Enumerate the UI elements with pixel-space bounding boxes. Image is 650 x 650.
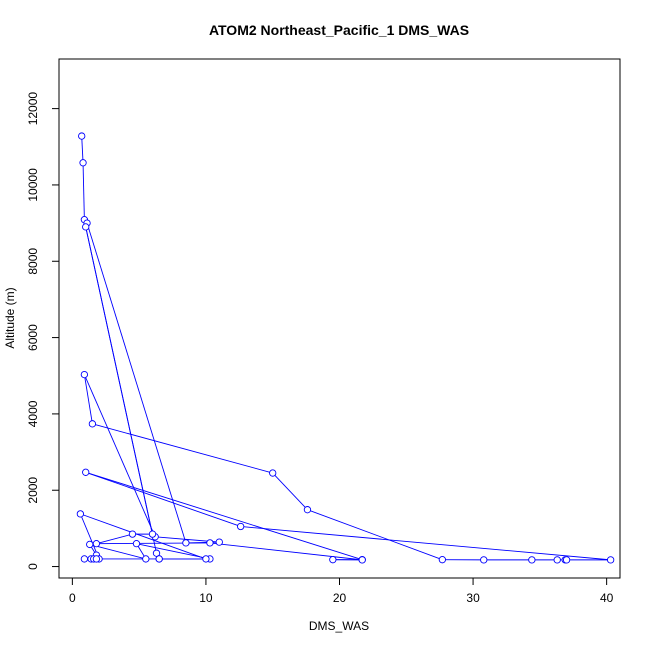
data-point (155, 555, 163, 563)
series-segment (85, 471, 241, 527)
data-point (152, 549, 161, 557)
data-point (82, 468, 90, 476)
data-point (237, 522, 245, 531)
series-segment (79, 513, 100, 560)
data-point (562, 556, 571, 564)
data-point (132, 540, 141, 548)
series-segment (89, 543, 146, 560)
series-layer (76, 132, 615, 564)
data-point (92, 555, 101, 563)
y-tick-label: 6000 (26, 324, 40, 351)
y-axis-label: Altitude (m) (3, 287, 17, 348)
series-segment (83, 374, 93, 424)
series-segment (96, 533, 133, 545)
data-point (206, 539, 214, 547)
data-point (269, 469, 277, 477)
data-point (607, 556, 615, 564)
data-point (553, 556, 561, 564)
y-tick-label: 2000 (26, 477, 40, 504)
series-segment (307, 509, 443, 561)
data-point (128, 530, 137, 538)
x-axis: 0 10 20 30 40 (69, 577, 614, 605)
data-point (303, 506, 312, 514)
y-tick-label: 10000 (26, 168, 40, 202)
series-segment (92, 423, 273, 474)
series-segment (86, 222, 187, 544)
series-segment (80, 513, 207, 560)
data-point (80, 555, 89, 563)
x-tick-label: 40 (600, 591, 614, 605)
series-segment (85, 226, 157, 554)
chart-title: ATOM2 Northeast_Pacific_1 DMS_WAS (209, 22, 469, 38)
series-segment (83, 374, 156, 537)
data-point (358, 556, 366, 564)
data-point (76, 510, 85, 518)
x-tick-label: 10 (199, 591, 213, 605)
x-tick-label: 30 (466, 591, 480, 605)
data-point (202, 555, 210, 563)
data-point (88, 420, 97, 428)
data-point (92, 540, 101, 548)
data-point (480, 556, 488, 564)
series-segment (240, 526, 611, 561)
data-point (78, 132, 86, 140)
data-point (80, 370, 89, 379)
y-tick-label: 4000 (26, 400, 40, 427)
data-point (148, 530, 157, 538)
series-segment (82, 162, 85, 220)
data-point (142, 555, 150, 563)
series-segment (209, 542, 363, 561)
y-axis: 0 2000 4000 6000 8000 10000 12000 (26, 92, 60, 570)
x-tick-label: 20 (333, 591, 347, 605)
data-point (79, 159, 87, 167)
data-point (215, 538, 223, 546)
data-point (528, 556, 536, 564)
y-tick-label: 8000 (26, 248, 40, 275)
series-segment (81, 136, 84, 163)
x-axis-label: DMS_WAS (309, 619, 369, 633)
series-segment (96, 542, 210, 545)
x-tick-label: 0 (69, 591, 76, 605)
data-point (182, 539, 190, 547)
data-point (82, 223, 90, 231)
data-point (86, 540, 94, 549)
series-segment (85, 471, 363, 561)
data-point (438, 556, 446, 564)
series-segment (272, 472, 308, 511)
y-tick-label: 12000 (26, 92, 40, 126)
y-tick-label: 0 (26, 563, 40, 570)
data-point (329, 556, 337, 564)
